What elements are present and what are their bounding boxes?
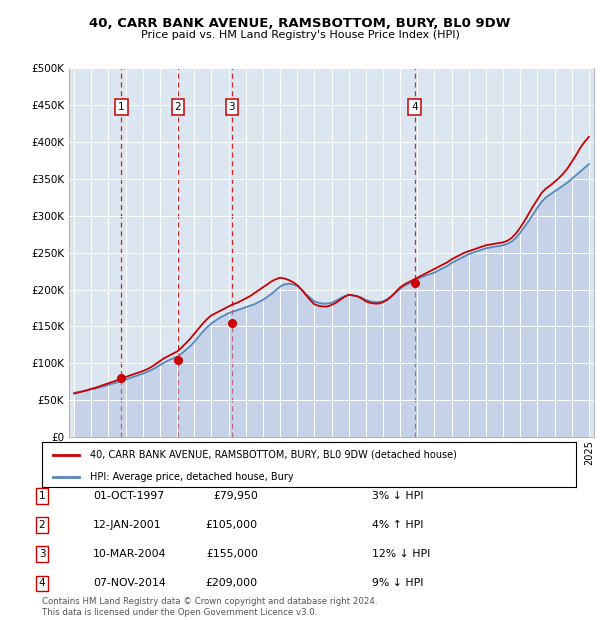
Text: Contains HM Land Registry data © Crown copyright and database right 2024.
This d: Contains HM Land Registry data © Crown c… [42,598,377,617]
Text: 2: 2 [38,520,46,530]
Text: 3% ↓ HPI: 3% ↓ HPI [372,491,424,501]
Text: £105,000: £105,000 [206,520,258,530]
Text: 40, CARR BANK AVENUE, RAMSBOTTOM, BURY, BL0 9DW: 40, CARR BANK AVENUE, RAMSBOTTOM, BURY, … [89,17,511,30]
Text: 1: 1 [118,102,125,112]
Text: 2: 2 [175,102,181,112]
Text: 3: 3 [38,549,46,559]
Text: 9% ↓ HPI: 9% ↓ HPI [372,578,424,588]
Text: 12-JAN-2001: 12-JAN-2001 [93,520,161,530]
Text: 10-MAR-2004: 10-MAR-2004 [93,549,167,559]
Text: 01-OCT-1997: 01-OCT-1997 [93,491,164,501]
Text: £209,000: £209,000 [206,578,258,588]
Text: 4% ↑ HPI: 4% ↑ HPI [372,520,424,530]
Text: 1: 1 [38,491,46,501]
Text: £79,950: £79,950 [213,491,258,501]
Text: 40, CARR BANK AVENUE, RAMSBOTTOM, BURY, BL0 9DW (detached house): 40, CARR BANK AVENUE, RAMSBOTTOM, BURY, … [90,450,457,459]
Text: 4: 4 [412,102,418,112]
Text: 3: 3 [229,102,235,112]
Text: £155,000: £155,000 [206,549,258,559]
Text: Price paid vs. HM Land Registry's House Price Index (HPI): Price paid vs. HM Land Registry's House … [140,30,460,40]
Text: 4: 4 [38,578,46,588]
Text: HPI: Average price, detached house, Bury: HPI: Average price, detached house, Bury [90,472,293,482]
Text: 12% ↓ HPI: 12% ↓ HPI [372,549,430,559]
Text: 07-NOV-2014: 07-NOV-2014 [93,578,166,588]
